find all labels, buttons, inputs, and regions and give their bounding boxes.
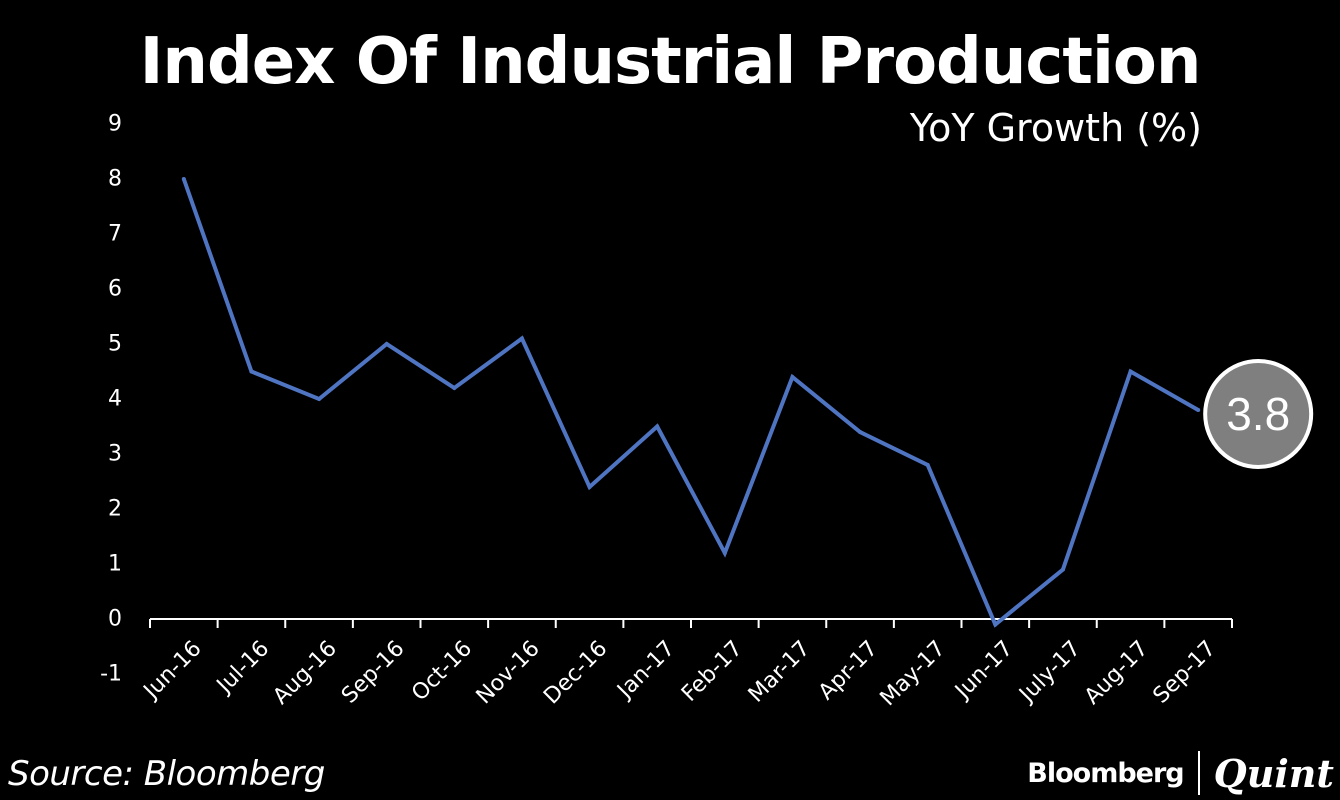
brand-divider: [1197, 751, 1200, 795]
x-axis-tickmarks: [149, 619, 1233, 628]
y-tick-label: 0: [108, 607, 122, 632]
data-point: [587, 485, 592, 489]
brand-bloomberg: Bloomberg: [1027, 757, 1184, 789]
y-tick-label: 7: [108, 222, 122, 247]
x-tick-label: Jun-16: [138, 636, 207, 705]
data-point: [925, 463, 930, 467]
value-callout: 3.8: [1203, 359, 1314, 469]
data-point: [249, 369, 254, 374]
callout-label: 3.8: [1226, 388, 1290, 440]
x-tick-label: Jun-17: [949, 636, 1018, 705]
x-tick-label: Mar-17: [744, 636, 815, 707]
y-tick-label: 6: [108, 277, 122, 302]
x-tick-label: Nov-16: [472, 636, 545, 709]
data-point: [181, 177, 186, 181]
data-point: [790, 375, 795, 379]
x-tick-label: July-17: [1014, 636, 1086, 708]
x-tick-label: Dec-16: [539, 636, 612, 709]
y-tick-label: 4: [108, 387, 122, 412]
data-point: [1128, 369, 1133, 374]
x-tick-label: Oct-16: [407, 636, 477, 706]
x-tick-label: Feb-17: [677, 636, 748, 707]
data-point: [317, 397, 322, 401]
chart-title: Index Of Industrial Production: [139, 25, 1202, 99]
x-axis: Jun-16 Jul-16Aug-16Sep-16Oct-16Nov-16Dec-…: [138, 636, 1221, 711]
chart-subtitle: YoY Growth (%): [909, 106, 1202, 150]
y-tick-label: 5: [108, 332, 122, 357]
series-line: [181, 178, 1200, 628]
x-tick-label: Jul-16: [211, 636, 274, 699]
x-tick-label: Aug-16: [268, 636, 341, 709]
x-tick-label: Sep-17: [1149, 636, 1221, 708]
y-tick-label: -1: [100, 662, 122, 687]
data-point: [993, 622, 998, 627]
brand-logo: Bloomberg Quint: [1027, 748, 1334, 798]
data-point: [655, 424, 660, 429]
x-tick-label: Apr-17: [814, 636, 883, 705]
y-tick-label: 3: [108, 442, 122, 467]
data-point: [384, 342, 389, 346]
data-point: [1196, 408, 1201, 412]
x-tick-label: Jan-17: [612, 636, 680, 704]
data-point: [722, 551, 727, 555]
y-tick-label: 9: [108, 112, 122, 137]
y-tick-label: 1: [108, 552, 122, 577]
callout-circle: [1203, 359, 1314, 469]
x-tick-label: May-17: [876, 636, 951, 711]
data-point: [1060, 567, 1065, 572]
x-tick-label: Sep-16: [337, 636, 409, 708]
data-point: [858, 430, 863, 434]
brand-quint: Quint: [1213, 750, 1334, 796]
data-point: [519, 336, 524, 341]
y-tick-label: 2: [108, 497, 122, 522]
y-tick-label: 8: [108, 167, 122, 192]
x-tick-label: Aug-17: [1080, 636, 1153, 709]
source-note: Source: Bloomberg: [8, 754, 325, 794]
y-axis: 9 8 7 6 5 4 3 2 1 0 -1: [100, 112, 122, 687]
data-point: [452, 386, 457, 390]
data-points: [181, 177, 1201, 627]
line-chart: 9 8 7 6 5 4 3 2 1 0 -1 Jun-16 Jul-16Aug-16Sep-16Oct…: [100, 112, 1314, 711]
